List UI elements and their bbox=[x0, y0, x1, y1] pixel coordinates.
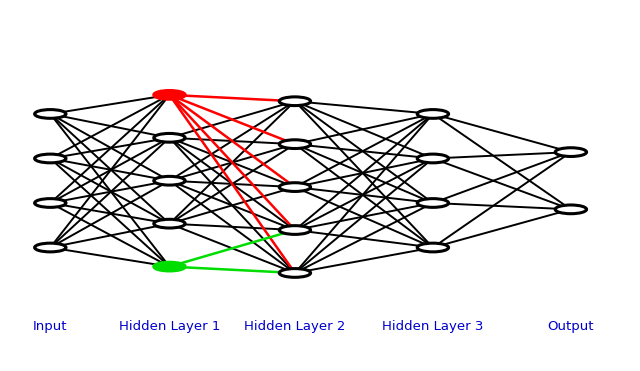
Ellipse shape bbox=[35, 198, 66, 207]
Ellipse shape bbox=[154, 176, 185, 185]
Ellipse shape bbox=[35, 154, 66, 163]
Ellipse shape bbox=[279, 226, 310, 234]
Ellipse shape bbox=[556, 148, 586, 157]
Text: Hidden Layer 2: Hidden Layer 2 bbox=[244, 321, 346, 334]
Ellipse shape bbox=[417, 198, 449, 207]
Text: Hidden Layer 3: Hidden Layer 3 bbox=[382, 321, 484, 334]
Ellipse shape bbox=[154, 262, 185, 271]
Ellipse shape bbox=[35, 243, 66, 252]
Ellipse shape bbox=[35, 109, 66, 118]
Ellipse shape bbox=[154, 219, 185, 228]
Text: Hidden Layer 1: Hidden Layer 1 bbox=[119, 321, 220, 334]
Text: Input: Input bbox=[33, 321, 68, 334]
Ellipse shape bbox=[556, 205, 586, 214]
Ellipse shape bbox=[417, 243, 449, 252]
Ellipse shape bbox=[279, 97, 310, 106]
Ellipse shape bbox=[417, 109, 449, 118]
Ellipse shape bbox=[417, 154, 449, 163]
Ellipse shape bbox=[279, 269, 310, 277]
Text: Output: Output bbox=[548, 321, 594, 334]
Ellipse shape bbox=[154, 134, 185, 142]
Ellipse shape bbox=[279, 183, 310, 191]
Ellipse shape bbox=[154, 91, 185, 99]
Ellipse shape bbox=[279, 140, 310, 148]
